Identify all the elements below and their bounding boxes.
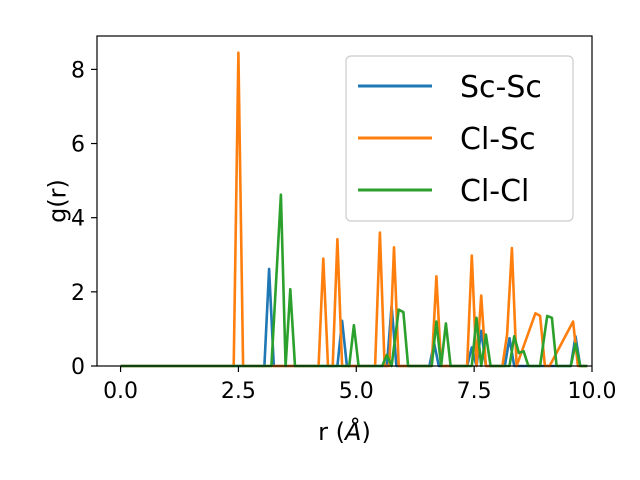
legend-box (345, 55, 574, 222)
legend-label-cl-sc: Cl-Sc (460, 122, 536, 157)
y-tick-label: 0 (71, 355, 85, 380)
x-axis-label-prefix: r ( (318, 418, 345, 446)
y-tick-label: 2 (71, 281, 85, 306)
y-tick-label: 4 (71, 207, 85, 232)
y-tick-label: 8 (71, 58, 85, 83)
legend-label-cl-cl: Cl-Cl (460, 174, 529, 209)
x-tick-label: 7.5 (457, 379, 492, 404)
x-axis-label-unit: Å (343, 417, 361, 446)
x-axis-label: r (Å) (318, 417, 371, 446)
x-tick-label: 2.5 (221, 379, 256, 404)
y-axis: 0 2 4 6 8 (71, 58, 97, 380)
x-tick-label: 0.0 (103, 379, 138, 404)
plot-frame (96, 35, 593, 367)
legend: Sc-Sc Cl-Sc Cl-Cl (345, 55, 574, 222)
x-axis-label-suffix: ) (361, 418, 370, 446)
x-tick-label: 5.0 (339, 379, 374, 404)
x-tick-label: 10.0 (568, 379, 617, 404)
x-axis: 0.0 2.5 5.0 7.5 10.0 (103, 366, 616, 404)
series-line-cl-cl (120, 193, 588, 368)
y-axis-label: g(r) (43, 179, 71, 223)
y-tick-label: 6 (71, 133, 85, 158)
legend-label-sc-sc: Sc-Sc (460, 70, 542, 105)
